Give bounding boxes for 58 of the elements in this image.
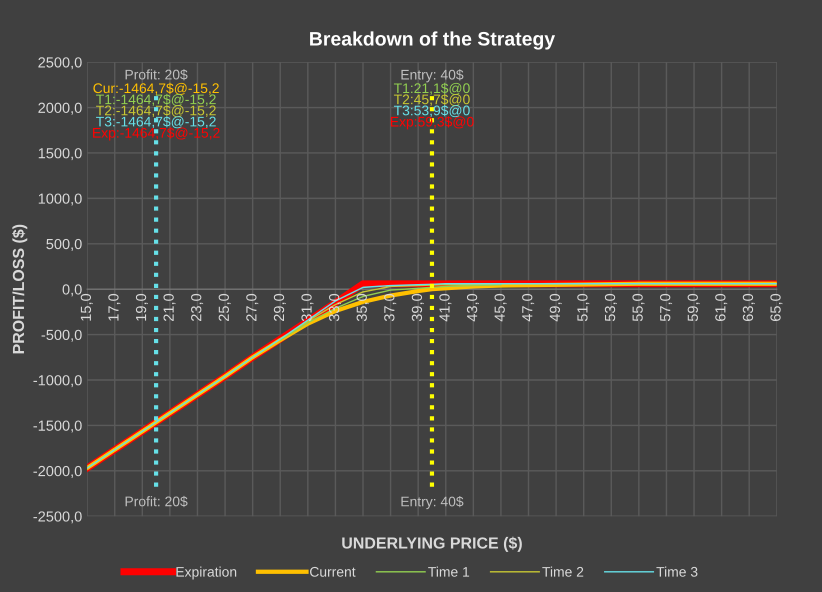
x-tick-label: 43,0: [466, 294, 479, 322]
x-tick-label: 37,0: [384, 294, 396, 322]
annotation: T2:-1464,7$@-15,2: [96, 104, 216, 118]
x-tick-label: 49,0: [550, 294, 562, 322]
annotation: T3:53,9$@0: [394, 104, 470, 118]
x-tick-label: 57,0: [660, 294, 672, 322]
legend-label: Current: [310, 566, 356, 577]
x-tick-label: 41,0: [439, 294, 452, 322]
x-tick-label: 21,0: [163, 294, 176, 322]
legend-label: Expiration: [176, 566, 236, 580]
x-tick-label: 61,0: [715, 294, 728, 321]
x-tick-label: 39,0: [412, 294, 424, 322]
x-tick-label: 53,0: [604, 294, 617, 322]
y-tick-label: -1000,0: [33, 375, 82, 388]
y-tick-label: 500,0: [46, 238, 82, 251]
x-tick-label: 51,0: [577, 294, 590, 322]
annotation: Exp:-1464,7$@-15,2: [93, 127, 220, 140]
y-tick-label: -2000,0: [33, 466, 82, 478]
legend-label: Time 3: [656, 566, 698, 577]
x-tick-label: 27,0: [246, 294, 258, 322]
y-tick-label: -2500,0: [33, 511, 82, 524]
annotation: T3:-1464,7$@-15,2: [96, 116, 216, 128]
x-tick-label: 19,0: [136, 294, 148, 321]
text: Profit: 20$: [126, 69, 188, 80]
y-tick-label: 0,0: [62, 284, 82, 296]
x-tick-label: 63,0: [742, 294, 755, 321]
x-tick-label: 59,0: [688, 294, 700, 322]
x-tick-label: 45,0: [494, 294, 507, 322]
x-tick-label: 55,0: [632, 294, 644, 322]
x-tick-label: 47,0: [522, 294, 534, 322]
text: Entry: 40$: [401, 69, 464, 82]
ref-line-label: Profit: 20$: [126, 496, 188, 508]
y-tick-label: 1500,0: [38, 148, 82, 160]
y-tick-label: -500,0: [42, 330, 82, 342]
y-axis-title: PROFIT/LOSS ($): [12, 224, 28, 354]
chart-title: Breakdown of the Strategy: [310, 31, 556, 50]
x-tick-label: 23,0: [191, 294, 204, 322]
annotation: T1:21,1$@0: [394, 82, 470, 95]
x-tick-label: 15,0: [80, 294, 93, 321]
y-tick-label: 2000,0: [38, 102, 82, 115]
x-tick-label: 33,0: [328, 294, 342, 322]
x-tick-label: 31,0: [301, 294, 314, 322]
legend-label: Time 1: [428, 566, 470, 577]
legend-label: Time 2: [542, 566, 584, 577]
x-tick-label: 65,0: [770, 294, 782, 321]
ref-line-label: Entry: 40$: [401, 496, 464, 510]
y-tick-label: 1000,0: [38, 193, 82, 206]
x-tick-label: 25,0: [218, 294, 231, 322]
y-tick-label: -1500,0: [33, 420, 82, 433]
y-tick-label: 2500,0: [38, 57, 82, 70]
x-axis-title: UNDERLYING PRICE ($): [342, 536, 522, 552]
x-tick-label: 35,0: [356, 294, 369, 322]
annotation: T1:-1464,7$@-15,2: [96, 94, 216, 106]
annotation: T2:45,7$@0: [394, 94, 470, 106]
annotation: Cur:-1464,7$@-15,2: [93, 82, 219, 95]
x-tick-label: 17,0: [108, 294, 120, 321]
x-tick-label: 29,0: [274, 294, 286, 322]
annotation: Exp:59,3$@0: [390, 116, 474, 130]
